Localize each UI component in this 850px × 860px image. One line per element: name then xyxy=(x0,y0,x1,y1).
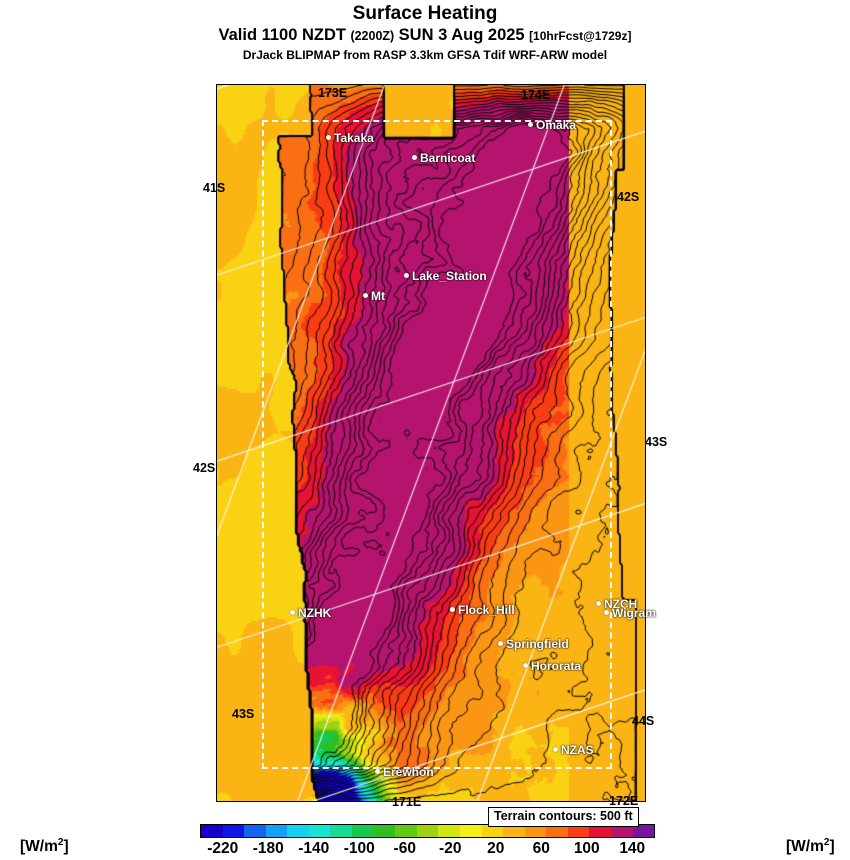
colorbar-scale xyxy=(200,824,655,838)
place-name: Erewhon xyxy=(383,764,434,779)
place-label[interactable]: NZAS xyxy=(553,742,594,757)
place-label[interactable]: Flock_Hill xyxy=(450,602,515,617)
place-marker-dot xyxy=(553,747,558,753)
place-label[interactable]: Omaka xyxy=(528,117,576,132)
place-marker-dot xyxy=(523,663,528,669)
place-name: Hororata xyxy=(531,658,582,673)
place-name: Mt xyxy=(371,288,385,303)
colorbar-tick-label: -20 xyxy=(439,840,462,857)
colorbar-segment xyxy=(481,825,504,837)
colorbar: [W/m2] [W/m2] -220 -180 -140 -100 -60 -20 20 60… xyxy=(0,821,850,860)
place-marker-dot xyxy=(498,641,503,647)
place-marker-dot xyxy=(596,601,601,607)
colorbar-tick-label: 20 xyxy=(487,840,505,857)
geo-coordinate-label: 171E xyxy=(392,795,422,809)
place-name: Flock_Hill xyxy=(458,602,515,617)
title-block: Surface Heating Valid 1100 NZDT (2200Z) … xyxy=(0,0,850,63)
surface-heating-raster xyxy=(217,85,645,801)
weather-map[interactable] xyxy=(217,85,645,801)
colorbar-segment xyxy=(222,825,245,837)
valid-date: SUN 3 Aug 2025 xyxy=(398,26,525,44)
colorbar-tick-label: -140 xyxy=(298,840,330,857)
colorbar-tick-label: -180 xyxy=(252,840,284,857)
colorbar-tick-label: 60 xyxy=(532,840,550,857)
model-description: DrJack BLIPMAP from RASP 3.3km GFSA Tdif… xyxy=(242,48,608,62)
colorbar-segment xyxy=(330,825,353,837)
colorbar-segment xyxy=(524,825,547,837)
terrain-contour-legend: Terrain contours: 500 ft xyxy=(488,807,639,827)
colorbar-segment xyxy=(265,825,288,837)
geo-coordinate-label: 42S xyxy=(617,190,640,204)
colorbar-segment xyxy=(352,825,374,837)
unit-label-left: [W/m2] xyxy=(20,837,69,856)
geo-coordinate-label: 174E xyxy=(521,88,551,102)
geo-coordinate-label: 172E xyxy=(609,794,639,808)
place-name: NZAS xyxy=(561,742,594,757)
colorbar-tick-label: 100 xyxy=(573,840,600,857)
valid-time-line: Valid 1100 NZDT (2200Z) SUN 3 Aug 2025 [… xyxy=(0,26,850,46)
place-marker-dot xyxy=(604,610,609,616)
place-name: Barnicoat xyxy=(420,150,476,165)
place-marker-dot xyxy=(375,769,380,775)
colorbar-segment xyxy=(589,825,611,837)
place-marker-dot xyxy=(326,135,331,141)
place-label[interactable]: Hororata xyxy=(523,658,581,673)
place-marker-dot xyxy=(404,273,409,279)
place-name: NZCH xyxy=(604,596,638,611)
colorbar-segment xyxy=(287,825,309,837)
colorbar-tick-label: -100 xyxy=(343,840,375,857)
place-label[interactable]: Springfield xyxy=(498,636,569,651)
place-name: Springfield xyxy=(506,636,569,651)
colorbar-segment xyxy=(308,825,331,837)
place-marker-dot xyxy=(290,610,295,616)
place-name: NZHK xyxy=(298,605,332,620)
place-label[interactable]: Mt xyxy=(363,288,385,303)
place-marker-dot xyxy=(450,607,455,613)
page-title: Surface Heating xyxy=(352,3,498,24)
geo-coordinate-label: 43S xyxy=(232,707,255,721)
place-name: Wigram xyxy=(612,605,656,620)
colorbar-segment xyxy=(610,825,633,837)
place-label[interactable]: Barnicoat xyxy=(412,150,475,165)
colorbar-tick-label: -220 xyxy=(207,840,239,857)
place-marker-dot xyxy=(412,155,417,161)
colorbar-segment xyxy=(395,825,417,837)
colorbar-segment xyxy=(201,825,223,837)
valid-time-prefix: Valid 1100 NZDT xyxy=(218,26,346,44)
place-name: Lake_Station xyxy=(412,268,487,283)
place-name: Omaka xyxy=(536,117,577,132)
forecast-tag: [10hrFcst@1729z] xyxy=(529,29,632,43)
place-marker-dot xyxy=(363,293,368,299)
place-label[interactable]: Lake_Station xyxy=(404,268,487,283)
place-label[interactable]: NZCH xyxy=(596,596,637,611)
geo-coordinate-label: 173E xyxy=(318,86,348,100)
colorbar-segment xyxy=(546,825,568,837)
geo-coordinate-label: 41S xyxy=(203,181,226,195)
colorbar-segment xyxy=(438,825,460,837)
colorbar-segment xyxy=(503,825,525,837)
place-label[interactable]: Erewhon xyxy=(375,764,434,779)
valid-time-utc: (2200Z) xyxy=(350,29,395,43)
colorbar-segment xyxy=(632,825,655,837)
place-label[interactable]: Takaka xyxy=(326,130,374,145)
geo-coordinate-label: 43S xyxy=(645,435,668,449)
colorbar-segment xyxy=(244,825,266,837)
colorbar-segment xyxy=(416,825,439,837)
unit-label-right: [W/m2] xyxy=(786,837,835,856)
colorbar-segment xyxy=(459,825,482,837)
geo-coordinate-label: 44S xyxy=(632,714,655,728)
colorbar-tick-label: -60 xyxy=(393,840,416,857)
colorbar-segment xyxy=(373,825,396,837)
geo-coordinate-label: 42S xyxy=(193,461,216,475)
colorbar-segment xyxy=(567,825,590,837)
colorbar-tick-label: 140 xyxy=(619,840,646,857)
place-label[interactable]: NZHK xyxy=(290,605,331,620)
place-label[interactable]: Wigram xyxy=(604,605,656,620)
place-name: Takaka xyxy=(334,130,374,145)
place-marker-dot xyxy=(528,122,533,128)
